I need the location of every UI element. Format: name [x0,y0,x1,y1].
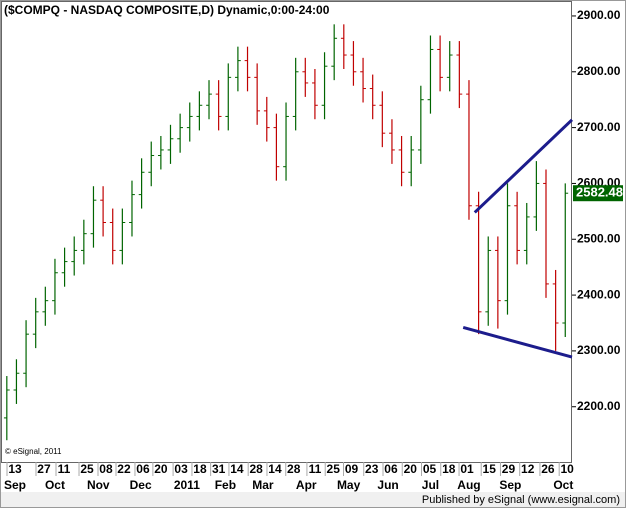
copyright: © eSignal, 2011 [5,447,62,456]
month-label: Apr [296,478,317,492]
footer: Published by eSignal (www.esignal.com) [422,494,620,506]
x-tick-label: 25 [327,462,341,476]
x-tick-label: 23 [365,462,379,476]
month-label: Oct [553,478,573,492]
x-tick-label: 08 [99,462,113,476]
trendline [473,118,574,214]
chart-title: ($COMPQ - NASDAQ COMPOSITE,D) Dynamic,0:… [4,3,330,17]
month-label: Feb [215,478,236,492]
plot-area [1,1,572,463]
x-tick-label: 05 [423,462,437,476]
x-tick-label: 18 [193,462,207,476]
x-tick-label: 20 [154,462,168,476]
x-tick-label: 14 [268,462,282,476]
month-label: Jun [377,478,398,492]
month-label: Dec [130,478,152,492]
y-tick-label: 2900.00 [577,8,621,22]
x-tick-label: 22 [117,462,131,476]
month-label: Sep [4,478,26,492]
last-price-box [573,185,623,202]
x-tick-label: 13 [8,462,22,476]
y-tick-label: 2400.00 [577,287,621,301]
x-tick-label: 11 [309,462,322,476]
x-tick-label: 28 [250,462,264,476]
x-tick-label: 11 [58,462,71,476]
month-label: Jul [422,478,439,492]
y-tick-label: 2700.00 [577,120,621,134]
x-tick-label: 01 [460,462,474,476]
footer-bar [1,492,625,507]
month-label: Sep [499,478,521,492]
trendline [462,326,573,359]
last-price-label: 2582.48 [576,185,623,200]
x-tick-label: 10 [561,462,575,476]
x-tick-label: 27 [37,462,51,476]
y-tick-label: 2300.00 [577,343,621,357]
month-label: Mar [252,478,274,492]
x-tick-label: 31 [212,462,226,476]
x-tick-label: 12 [521,462,535,476]
y-tick-label: 2500.00 [577,231,621,245]
x-tick-label: 28 [287,462,301,476]
y-tick-label: 2800.00 [577,64,621,78]
x-tick-label: 09 [345,462,359,476]
month-label: May [337,478,361,492]
x-tick-label: 06 [384,462,398,476]
month-label: Oct [45,478,65,492]
x-tick-label: 25 [80,462,94,476]
x-tick-label: 15 [483,462,497,476]
y-tick-label: 2200.00 [577,399,621,413]
month-label: 2011 [174,478,200,492]
x-tick-label: 14 [230,462,244,476]
x-tick-label: 26 [541,462,555,476]
month-label: Nov [87,478,110,492]
x-tick-label: 18 [442,462,456,476]
x-tick-label: 29 [502,462,516,476]
x-tick-label: 03 [174,462,188,476]
x-tick-label: 06 [136,462,150,476]
month-label: Aug [457,478,480,492]
x-tick-label: 20 [404,462,418,476]
